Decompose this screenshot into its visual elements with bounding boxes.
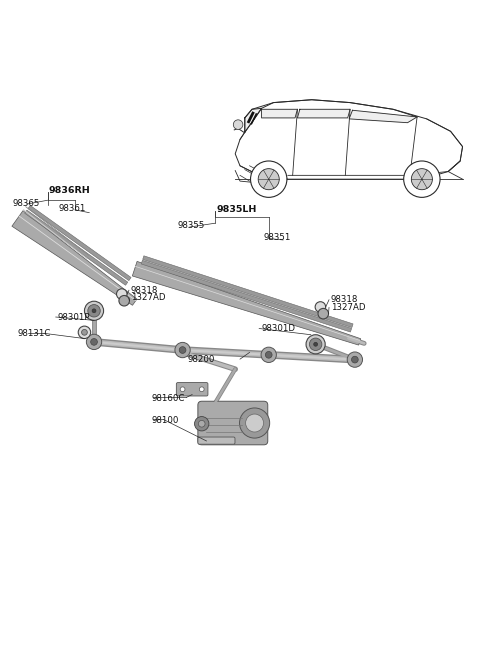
Polygon shape	[298, 109, 350, 118]
Circle shape	[194, 417, 209, 431]
Text: 9835LH: 9835LH	[216, 205, 256, 214]
Circle shape	[92, 309, 96, 313]
Polygon shape	[132, 261, 360, 345]
Circle shape	[78, 326, 91, 338]
Circle shape	[351, 356, 358, 363]
Text: 98100: 98100	[152, 416, 179, 425]
Circle shape	[265, 351, 272, 358]
Text: 1327AD: 1327AD	[131, 294, 166, 302]
Text: 98318: 98318	[131, 286, 158, 295]
Circle shape	[251, 161, 287, 197]
Circle shape	[198, 420, 205, 427]
Circle shape	[119, 296, 130, 306]
Text: 98160C: 98160C	[152, 394, 185, 403]
Circle shape	[347, 352, 362, 367]
Circle shape	[411, 169, 432, 190]
Circle shape	[306, 334, 325, 354]
Polygon shape	[141, 260, 352, 332]
Circle shape	[86, 334, 102, 350]
Circle shape	[258, 169, 279, 190]
Circle shape	[179, 347, 186, 353]
Circle shape	[310, 338, 322, 351]
Text: 98301P: 98301P	[57, 313, 90, 321]
Circle shape	[314, 342, 318, 346]
Polygon shape	[349, 110, 417, 123]
Polygon shape	[245, 108, 262, 132]
Circle shape	[199, 387, 204, 392]
Circle shape	[404, 161, 440, 197]
FancyBboxPatch shape	[176, 382, 208, 396]
Text: 98318: 98318	[331, 295, 358, 304]
Polygon shape	[28, 206, 131, 281]
Circle shape	[233, 120, 243, 129]
FancyBboxPatch shape	[198, 401, 268, 445]
Text: 98200: 98200	[187, 355, 215, 363]
Text: 1327AD: 1327AD	[331, 303, 365, 312]
Circle shape	[84, 301, 104, 321]
Circle shape	[240, 408, 270, 438]
Circle shape	[117, 289, 127, 300]
Circle shape	[246, 414, 264, 432]
FancyBboxPatch shape	[198, 437, 235, 444]
Circle shape	[318, 308, 328, 319]
Polygon shape	[12, 211, 137, 306]
Polygon shape	[143, 256, 353, 328]
Text: 98355: 98355	[178, 221, 205, 230]
Circle shape	[175, 342, 190, 357]
Text: 98301D: 98301D	[262, 324, 296, 333]
Polygon shape	[262, 109, 298, 118]
Text: 98365: 98365	[12, 198, 40, 208]
Text: 9836RH: 9836RH	[48, 186, 90, 195]
Circle shape	[91, 338, 97, 345]
Text: 98361: 98361	[58, 204, 85, 214]
Circle shape	[180, 387, 185, 392]
Circle shape	[261, 347, 276, 363]
Text: 98351: 98351	[264, 233, 291, 242]
Circle shape	[82, 329, 87, 335]
Circle shape	[315, 302, 325, 312]
Polygon shape	[24, 210, 128, 285]
Text: 98131C: 98131C	[17, 328, 51, 338]
Circle shape	[88, 305, 100, 317]
